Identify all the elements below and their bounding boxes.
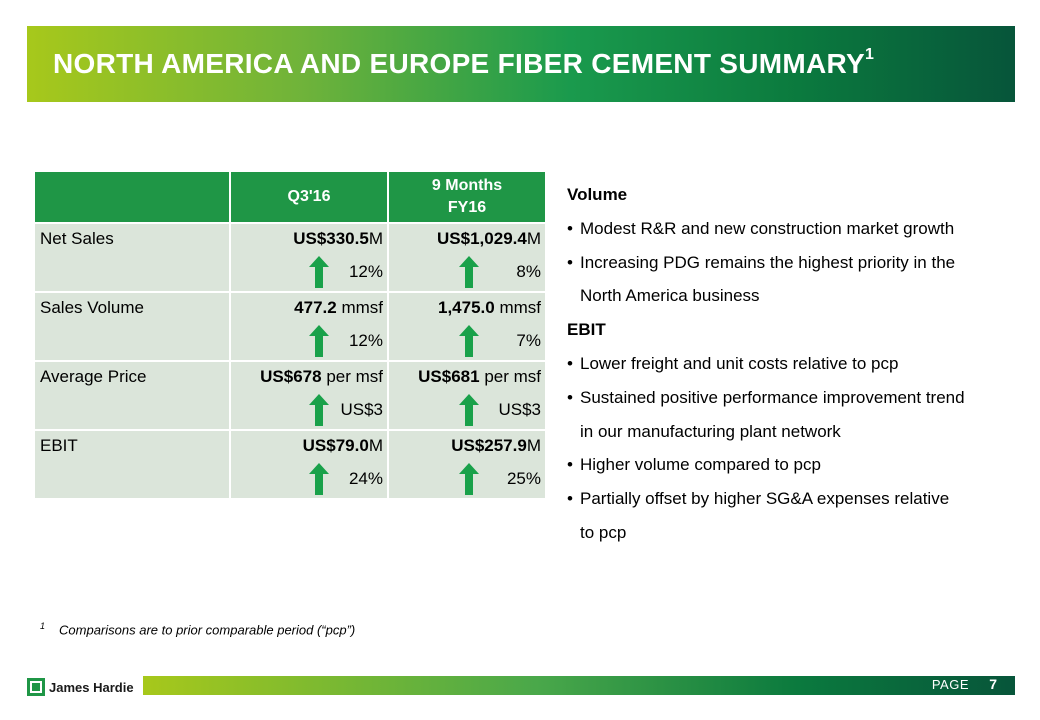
bullet-item: Higher volume compared to pcp (567, 448, 1017, 482)
row-label: Net Sales (33, 222, 231, 293)
footer-bar: PAGE 7 (143, 676, 1015, 695)
footnote-text: Comparisons are to prior comparable peri… (59, 622, 356, 638)
up-arrow-icon (309, 256, 329, 288)
brand-name: James Hardie (49, 679, 134, 695)
change-value: 24% (348, 469, 383, 488)
bullet-item: Modest R&R and new construction market g… (567, 212, 1017, 246)
table-row: Net Sales US$330.5M 12% US$1,029.4M 8% (33, 222, 547, 293)
change-value: 12% (348, 331, 383, 350)
up-arrow-icon (309, 463, 329, 495)
company-logo: James Hardie (27, 677, 134, 697)
change-value: 8% (516, 262, 541, 281)
row-label: Average Price (33, 360, 231, 431)
average-price-q3: US$678 per msf US$3 (229, 360, 389, 431)
table-header-row: Q3'16 9 Months FY16 (33, 170, 547, 224)
up-arrow-icon (459, 394, 479, 426)
change-value: 25% (506, 469, 541, 488)
net-sales-9m: US$1,029.4M 8% (387, 222, 547, 293)
table-row: Average Price US$678 per msf US$3 US$681… (33, 360, 547, 431)
up-arrow-icon (309, 325, 329, 357)
footnote: 1 Comparisons are to prior comparable per… (40, 621, 355, 637)
bullet-continuation: to pcp (580, 522, 627, 542)
bullet-item: Sustained positive performance improveme… (567, 381, 1017, 415)
average-price-9m: US$681 per msf US$3 (387, 360, 547, 431)
change-value: 12% (348, 262, 383, 281)
james-hardie-logo-icon (27, 678, 45, 696)
page-number: 7 (989, 676, 997, 692)
change-value: US$3 (340, 400, 383, 419)
title-banner: NORTH AMERICA AND EUROPE FIBER CEMENT SU… (27, 26, 1015, 102)
up-arrow-icon (459, 463, 479, 495)
table-row: EBIT US$79.0M 24% US$257.9M 25% (33, 429, 547, 500)
page-label: PAGE (931, 677, 969, 692)
bullet-item: Partially offset by higher SG&A expenses… (567, 482, 1017, 516)
row-label: Sales Volume (33, 291, 231, 362)
page-title: NORTH AMERICA AND EUROPE FIBER CEMENT SU… (53, 46, 875, 79)
sales-volume-q3: 477.2 mmsf 12% (229, 291, 389, 362)
ebit-9m: US$257.9M 25% (387, 429, 547, 500)
table-row: Sales Volume 477.2 mmsf 12% 1,475.0 mmsf… (33, 291, 547, 362)
ebit-q3: US$79.0M 24% (229, 429, 389, 500)
header-9months: 9 Months FY16 (387, 170, 547, 224)
up-arrow-icon (459, 325, 479, 357)
up-arrow-icon (459, 256, 479, 288)
change-value: US$3 (498, 400, 541, 419)
bullet-continuation: in our manufacturing plant network (580, 421, 841, 441)
volume-heading: Volume (567, 185, 628, 204)
net-sales-q3: US$330.5M 12% (229, 222, 389, 293)
header-blank (33, 170, 231, 224)
commentary: Volume Modest R&R and new construction m… (567, 178, 1017, 550)
bullet-continuation: North America business (580, 286, 760, 306)
summary-table: Q3'16 9 Months FY16 Net Sales US$330.5M 1… (33, 170, 547, 500)
footnote-marker: 1 (40, 621, 46, 631)
sales-volume-9m: 1,475.0 mmsf 7% (387, 291, 547, 362)
title-footnote-marker: 1 (865, 46, 875, 63)
row-label: EBIT (33, 429, 231, 500)
bullet-item: Increasing PDG remains the highest prior… (567, 246, 1017, 280)
bullet-item: Lower freight and unit costs relative to… (567, 347, 1017, 381)
up-arrow-icon (309, 394, 329, 426)
ebit-heading: EBIT (567, 320, 606, 340)
header-q3: Q3'16 (229, 170, 389, 224)
change-value: 7% (516, 331, 541, 350)
